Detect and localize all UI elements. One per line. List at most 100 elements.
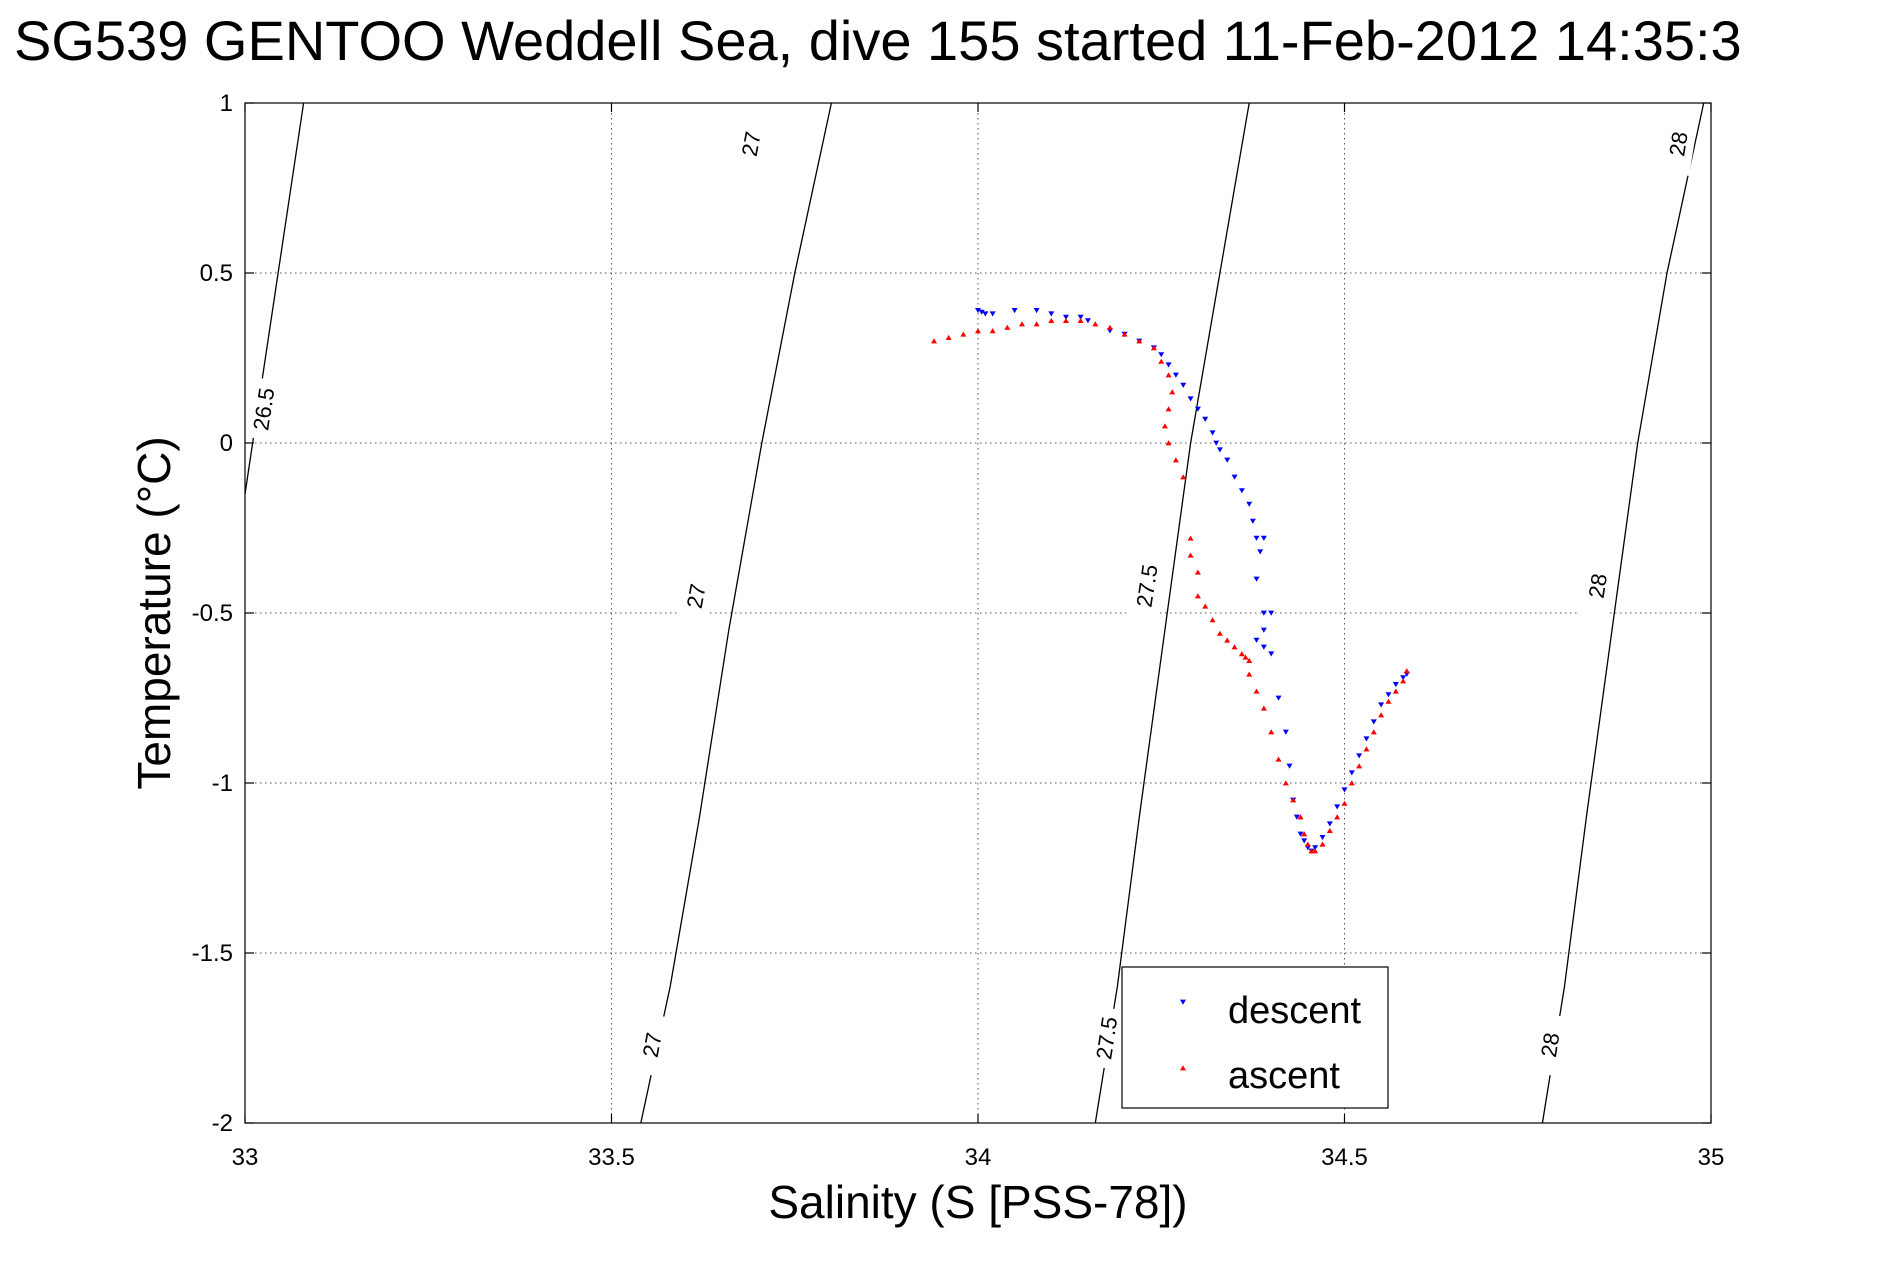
ascent-point [1253, 688, 1260, 694]
legend-marker-ascent [1180, 1065, 1186, 1071]
contour-label-bg [1126, 553, 1167, 618]
ascent-point [1180, 474, 1187, 480]
descent-point [1011, 308, 1018, 314]
descent-point [1238, 488, 1245, 494]
ascent-point [1282, 780, 1289, 786]
descent-point [1268, 651, 1275, 657]
descent-point [1326, 821, 1333, 827]
y-tick-label: 1 [220, 90, 233, 117]
descent-point [1224, 457, 1231, 463]
grid-lines [245, 103, 1711, 1123]
ascent-point [945, 334, 952, 340]
x-axis-label: Salinity (S [PSS-78]) [768, 1176, 1187, 1228]
ascent-point [931, 338, 938, 344]
ascent-point [1209, 617, 1216, 623]
contour-label: 28 [1536, 1031, 1565, 1059]
isopycnal-line [1094, 102, 1250, 1124]
x-tick-label: 34.5 [1321, 1144, 1368, 1171]
axis-ticks: 33 33.5 34 34.5 35 -2 -1.5 -1 -0.5 0 0.5 1 [192, 90, 1725, 1171]
ascent-point [1326, 827, 1333, 833]
ascent-point [1275, 756, 1282, 762]
descent-point [1392, 682, 1399, 688]
descent-point [1213, 440, 1220, 446]
descent-point [1356, 753, 1363, 759]
ascent-point [1385, 698, 1392, 704]
ascent-point [1158, 358, 1165, 364]
isopycnal-line [1541, 102, 1705, 1124]
isopycnal-line [640, 102, 833, 1124]
descent-point [1202, 416, 1209, 422]
contour-label-bg [1085, 1005, 1127, 1071]
ascent-point [1312, 848, 1319, 854]
descent-point [1341, 787, 1348, 793]
ascent-point [1334, 814, 1341, 820]
ascent-point [1378, 712, 1385, 718]
ascent-point [1150, 345, 1157, 351]
descent-point [1084, 318, 1091, 324]
descent-point [1253, 637, 1260, 643]
contour-label-bg [243, 376, 284, 442]
x-tick-label: 35 [1698, 1144, 1725, 1171]
descent-point [1275, 695, 1282, 701]
ascent-point [1246, 671, 1253, 677]
y-tick-label: -1.5 [192, 940, 233, 967]
descent-point [1048, 311, 1055, 317]
ascent-point [1363, 746, 1370, 752]
legend: descent ascent [1121, 966, 1389, 1109]
ascent-point [1356, 763, 1363, 769]
descent-point [1301, 838, 1308, 844]
descent-point [1260, 535, 1267, 541]
ascent-point [1194, 593, 1201, 599]
descent-point [1400, 675, 1407, 681]
y-tick-label: -0.5 [192, 600, 233, 627]
y-tick-label: 0 [220, 430, 233, 457]
contour-label: 28 [1664, 130, 1693, 158]
ascent-point [989, 328, 996, 334]
ascent-point [1187, 552, 1194, 558]
ascent-point [1106, 324, 1113, 330]
ascent-point [1400, 678, 1407, 684]
ascent-point [1246, 657, 1253, 663]
y-axis-label: Temperature (°C) [128, 436, 180, 789]
descent-point [1293, 814, 1300, 820]
descent-point [1378, 702, 1385, 708]
descent-point [1033, 308, 1040, 314]
ascent-point [1092, 321, 1099, 327]
ascent-point [1033, 321, 1040, 327]
descent-point [1077, 314, 1084, 320]
ascent-point [1187, 535, 1194, 541]
descent-point [1253, 576, 1260, 582]
ascent-point [1304, 841, 1311, 847]
ascent-point [1202, 603, 1209, 609]
ascent-point [1018, 321, 1025, 327]
ascent-point [975, 328, 981, 334]
descent-point [1257, 549, 1264, 555]
ascent-point [1392, 688, 1399, 694]
ascent-point [1136, 338, 1143, 344]
contour-label-bg [1576, 553, 1618, 618]
descent-point [1385, 692, 1392, 698]
y-tick-label: -1 [212, 770, 233, 797]
ascent-point [1260, 705, 1267, 711]
ascent-point [1242, 654, 1249, 660]
contour-label-bg [1529, 1012, 1571, 1077]
descent-point [1216, 447, 1223, 453]
y-tick-label: 0.5 [200, 260, 233, 287]
y-tick-label: -2 [212, 1110, 233, 1137]
ascent-point [1004, 324, 1011, 330]
ascent-point [1301, 831, 1308, 837]
descent-point [1180, 382, 1187, 388]
descent-point [1319, 835, 1326, 841]
descent-point [982, 311, 989, 317]
ascent-point [1348, 780, 1355, 786]
descent-point [978, 309, 985, 315]
ascent-point [1165, 406, 1172, 412]
descent-point [1249, 518, 1256, 524]
ascent-point [1403, 668, 1410, 674]
descent-point [1187, 396, 1194, 402]
ascent-point [1370, 729, 1377, 735]
contour-label: 28 [1584, 572, 1613, 600]
contour-label: 27 [682, 582, 711, 611]
